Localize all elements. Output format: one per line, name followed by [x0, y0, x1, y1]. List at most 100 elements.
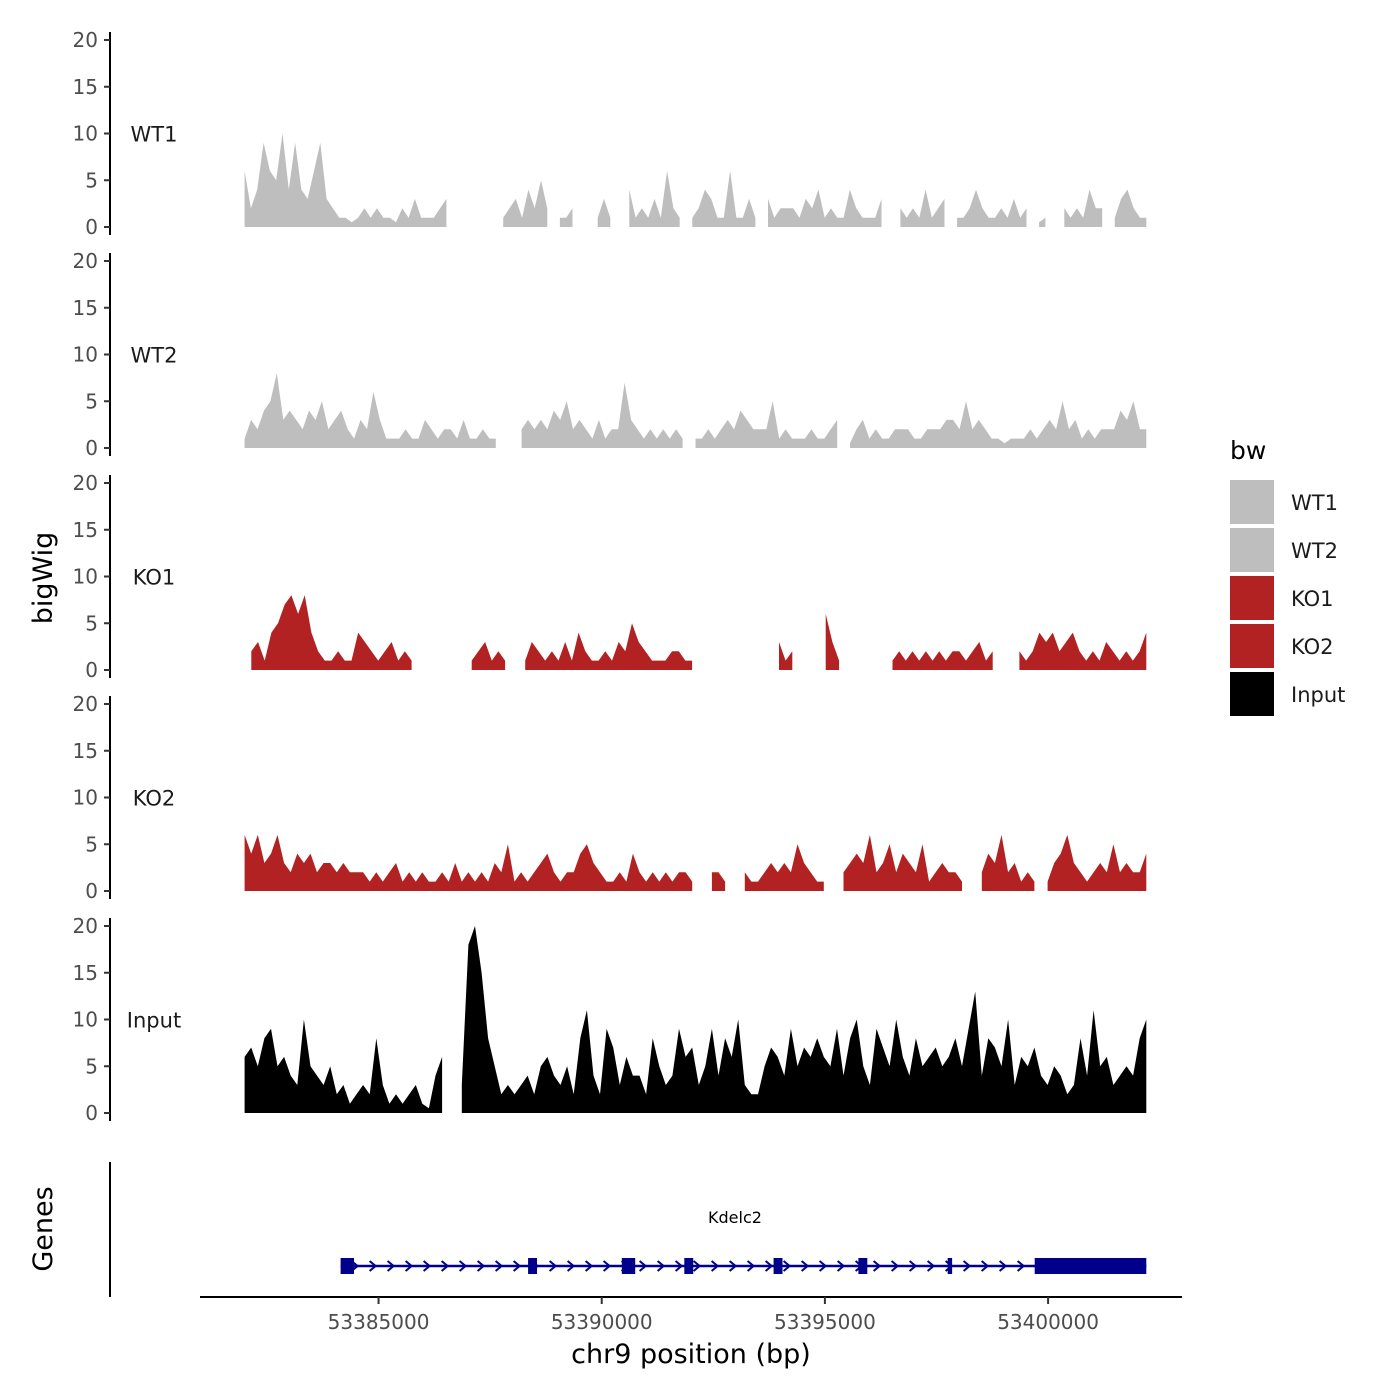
- coverage-area: [597, 198, 611, 227]
- legend-swatch-wt1: [1230, 480, 1274, 524]
- gene-model: [340, 1258, 1147, 1274]
- legend-swatch-input: [1230, 672, 1274, 716]
- y-tick-label: 10: [73, 565, 98, 589]
- coverage-area: [1039, 217, 1046, 227]
- legend: bw WT1 WT2 KO1 KO2 Input: [1230, 436, 1345, 716]
- y-tick-label: 10: [73, 343, 98, 367]
- strand-arrow: [602, 1260, 612, 1272]
- coverage-area: [892, 642, 993, 670]
- coverage-area: [695, 401, 838, 448]
- y-tick-label: 5: [85, 389, 98, 413]
- strand-arrow: [800, 1260, 810, 1272]
- strand-arrow: [782, 1260, 792, 1272]
- coverage-area: [244, 133, 447, 227]
- strand-arrow: [458, 1260, 468, 1272]
- strand-arrow: [728, 1260, 738, 1272]
- x-tick-label: 53400000: [997, 1310, 1099, 1334]
- strand-arrow: [980, 1260, 990, 1272]
- y-tick-label: 0: [85, 1101, 98, 1125]
- y-tick-label: 0: [85, 879, 98, 903]
- strand-arrow: [962, 1260, 972, 1272]
- track-label: KO2: [133, 787, 176, 811]
- track-wt1: 0 5 10 15 20 WT1: [73, 28, 1147, 239]
- x-tick-label: 53395000: [774, 1310, 876, 1334]
- legend-label-ko1: KO1: [1291, 587, 1334, 611]
- legend-title: bw: [1230, 436, 1266, 465]
- legend-label-wt1: WT1: [1291, 491, 1338, 515]
- y-tick-label: 10: [73, 1008, 98, 1032]
- x-tick-label: 53385000: [328, 1310, 430, 1334]
- exon: [858, 1258, 868, 1274]
- y-tick-label: 20: [73, 471, 98, 495]
- strand-arrow: [890, 1260, 900, 1272]
- coverage-area: [692, 170, 756, 227]
- y-axis-title: bigWig: [28, 532, 59, 625]
- coverage-area: [471, 642, 506, 670]
- strand-arrow: [476, 1260, 486, 1272]
- y-tick-label: 10: [73, 122, 98, 146]
- y-tick-label: 20: [73, 28, 98, 52]
- strand-arrow: [494, 1260, 504, 1272]
- y-tick-label: 15: [73, 75, 98, 99]
- coverage-area: [843, 834, 962, 891]
- coverage-area: [521, 382, 683, 448]
- legend-swatch-ko2: [1230, 624, 1274, 668]
- y-tick-label: 5: [85, 611, 98, 635]
- strand-arrow: [404, 1260, 414, 1272]
- coverage-area: [744, 844, 824, 891]
- coverage-area: [244, 1019, 443, 1113]
- strand-arrow: [710, 1260, 720, 1272]
- exon: [684, 1258, 694, 1274]
- y-tick-label: 20: [73, 249, 98, 273]
- strand-arrow: [1016, 1260, 1026, 1272]
- track-ko2: 0 5 10 15 20 KO2: [73, 692, 1147, 903]
- strand-arrow: [656, 1260, 666, 1272]
- coverage-area: [981, 834, 1035, 891]
- exon: [947, 1258, 953, 1274]
- y-tick-label: 5: [85, 832, 98, 856]
- strand-arrow: [818, 1260, 828, 1272]
- strand-arrow: [368, 1260, 378, 1272]
- coverage-area: [900, 189, 945, 227]
- y-tick-label: 20: [73, 692, 98, 716]
- y-tick-label: 10: [73, 786, 98, 810]
- strand-arrow: [548, 1260, 558, 1272]
- legend-label-wt2: WT2: [1291, 539, 1338, 563]
- y-tick-label: 15: [73, 518, 98, 542]
- coverage-area: [629, 170, 680, 227]
- legend-swatch-wt2: [1230, 528, 1274, 572]
- strand-arrow: [872, 1260, 882, 1272]
- strand-arrow: [584, 1260, 594, 1272]
- strand-arrow: [566, 1260, 576, 1272]
- legend-label-ko2: KO2: [1291, 635, 1334, 659]
- coverage-area: [1019, 632, 1147, 670]
- coverage-area: [244, 373, 496, 448]
- x-axis: 53385000 53390000 53395000 53400000: [200, 1296, 1182, 1334]
- coverage-area: [1114, 189, 1147, 227]
- strand-arrow: [638, 1260, 648, 1272]
- strand-arrow: [440, 1260, 450, 1272]
- track-label: Input: [127, 1009, 181, 1033]
- exon: [1034, 1258, 1147, 1274]
- strand-arrow: [746, 1260, 756, 1272]
- track-ko1: 0 5 10 15 20 KO1: [73, 471, 1147, 682]
- coverage-area: [825, 613, 840, 670]
- coverage-area: [525, 623, 693, 670]
- x-tick-label: 53390000: [551, 1310, 653, 1334]
- coverage-area: [1064, 189, 1103, 227]
- strand-arrow: [836, 1260, 846, 1272]
- coverage-area: [850, 401, 1147, 448]
- gene-name-label: Kdelc2: [708, 1208, 762, 1227]
- gene-track: Genes Kdelc2: [28, 1162, 1147, 1297]
- coverage-area: [779, 642, 793, 670]
- y-tick-label: 0: [85, 215, 98, 239]
- y-tick-label: 20: [73, 914, 98, 938]
- strand-arrow: [908, 1260, 918, 1272]
- coverage-area: [559, 208, 573, 227]
- strand-arrow: [674, 1260, 684, 1272]
- y-tick-label: 15: [73, 739, 98, 763]
- gene-panel-title: Genes: [28, 1186, 59, 1271]
- coverage-area: [503, 180, 548, 227]
- strand-arrow: [764, 1260, 774, 1272]
- legend-swatch-ko1: [1230, 576, 1274, 620]
